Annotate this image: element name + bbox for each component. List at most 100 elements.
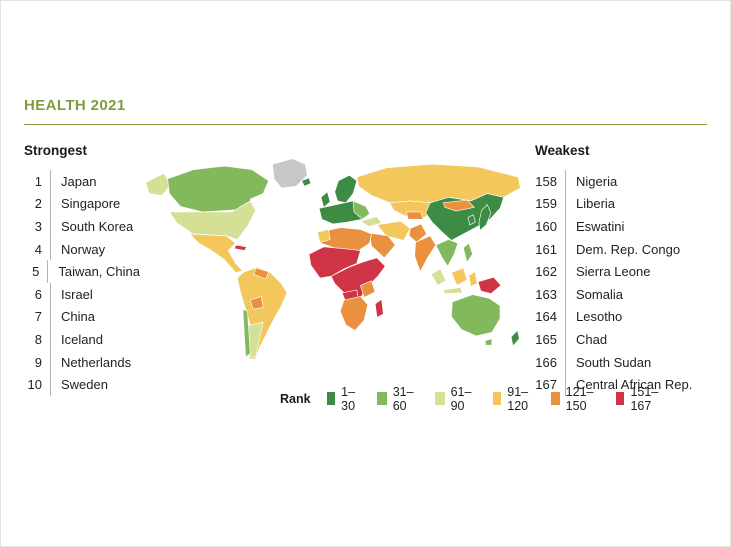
list-item: 164 Lesotho (535, 305, 707, 329)
list-item: 159 Liberia (535, 192, 707, 216)
weakest-list: Weakest 158 Nigeria 159 Liberia 160 Eswatin… (535, 143, 707, 396)
rank-number: 6 (34, 286, 42, 302)
weakest-items: 158 Nigeria 159 Liberia 160 Eswatini 161 Dem… (535, 170, 707, 396)
country-name: Eswatini (565, 215, 624, 238)
map-region-oceania (451, 294, 520, 347)
legend-swatch (435, 392, 445, 406)
country-name: South Korea (50, 215, 133, 238)
list-item: 167 Central African Rep. (535, 373, 707, 396)
list-item: 165 Chad (535, 328, 707, 351)
list-item: 158 Nigeria (535, 170, 707, 193)
country-name: Israel (50, 282, 93, 306)
rank-number: 166 (535, 354, 557, 370)
weakest-header: Weakest (535, 143, 590, 158)
rank-number: 161 (535, 241, 557, 257)
legend-range: 121–150 (565, 384, 594, 413)
country-name: Sierra Leone (565, 260, 650, 283)
list-item: 7 China (24, 305, 140, 329)
country-name: South Sudan (565, 350, 651, 374)
rank-number: 10 (27, 377, 42, 393)
list-item: 4 Norway (24, 237, 140, 261)
country-name: Liberia (565, 192, 615, 216)
list-item: 2 Singapore (24, 192, 140, 216)
legend-range: 31–60 (392, 384, 414, 413)
strongest-header: Strongest (24, 143, 88, 158)
list-item: 8 Iceland (24, 328, 140, 351)
list-item: 161 Dem. Rep. Congo (535, 237, 707, 261)
legend-swatch (551, 392, 560, 406)
rank-number: 9 (34, 354, 42, 370)
rank-number: 164 (535, 309, 557, 325)
country-name: Singapore (50, 192, 120, 216)
country-name: Netherlands (50, 350, 131, 374)
rank-number: 3 (34, 218, 42, 234)
map-region-south-america (237, 266, 288, 360)
country-name: China (50, 305, 95, 329)
header: HEALTH 2021 (1, 1, 730, 125)
legend-label: Rank (280, 391, 311, 406)
legend-range: 61–90 (450, 384, 472, 413)
strongest-items: 1 Japan 2 Singapore 3 South Korea 4 Norway 5… (24, 170, 140, 396)
country-name: Central African Rep. (565, 373, 692, 396)
map-region-europe (301, 174, 370, 225)
country-name: Dem. Rep. Congo (565, 237, 680, 261)
legend-range: 1–30 (341, 384, 356, 413)
rank-number: 159 (535, 196, 557, 212)
rank-number: 1 (34, 173, 42, 189)
legend-item: 1–30 (326, 384, 360, 413)
list-item: 163 Somalia (535, 282, 707, 306)
list-item: 3 South Korea (24, 215, 140, 238)
legend-item: 151–167 (615, 384, 663, 413)
list-item: 160 Eswatini (535, 215, 707, 238)
title-divider: HEALTH 2021 (24, 97, 707, 125)
strongest-list: Strongest 1 Japan 2 Singapore 3 South Korea… (24, 143, 140, 396)
page-title: HEALTH 2021 (24, 97, 126, 114)
map-column: Rank 1–30 31–60 61–90 91–120 (140, 143, 658, 413)
rank-number: 165 (535, 331, 557, 347)
map-region-south-asia (414, 235, 437, 272)
rank-number: 2 (34, 196, 42, 212)
list-item: 1 Japan (24, 170, 140, 193)
rank-number: 163 (535, 286, 557, 302)
rank-number: 167 (535, 377, 557, 393)
legend-item: 61–90 (435, 385, 475, 413)
legend-range: 151–167 (630, 384, 659, 413)
rank-number: 160 (535, 218, 557, 234)
map-legend: Rank 1–30 31–60 61–90 91–120 (280, 384, 658, 413)
legend-item: 31–60 (377, 385, 417, 413)
country-name: Sweden (50, 373, 108, 396)
map-region-east-asia (425, 193, 505, 241)
rank-number: 4 (34, 241, 42, 257)
legend-swatch (493, 392, 502, 406)
rank-number: 5 (32, 264, 40, 280)
world-map-container (140, 155, 535, 371)
list-item: 6 Israel (24, 282, 140, 306)
country-name: Somalia (565, 282, 623, 306)
legend-item: 91–120 (493, 385, 533, 413)
legend-swatch (377, 392, 387, 406)
country-name: Norway (50, 237, 105, 261)
legend-swatch (326, 392, 336, 406)
rank-number: 7 (34, 309, 42, 325)
rank-number: 158 (535, 173, 557, 189)
list-item: 162 Sierra Leone (535, 260, 707, 283)
world-map (145, 158, 521, 360)
map-region-north-america (145, 165, 269, 273)
list-item: 10 Sweden (24, 373, 140, 396)
country-name: Japan (50, 170, 96, 193)
country-name: Taiwan, China (47, 260, 140, 283)
legend-item: 121–150 (551, 385, 598, 413)
main-content: Strongest 1 Japan 2 Singapore 3 South Korea… (1, 125, 730, 413)
map-region-middle-east (360, 216, 427, 259)
list-item: 5 Taiwan, China (24, 260, 140, 283)
country-name: Iceland (50, 328, 103, 351)
list-item: 166 South Sudan (535, 350, 707, 374)
rank-number: 162 (535, 264, 557, 280)
legend-swatch (615, 392, 625, 406)
list-item: 9 Netherlands (24, 350, 140, 374)
map-region-greenland (271, 158, 308, 189)
rank-number: 8 (34, 331, 42, 347)
country-name: Nigeria (565, 170, 617, 193)
map-region-southeast-asia (430, 239, 502, 295)
